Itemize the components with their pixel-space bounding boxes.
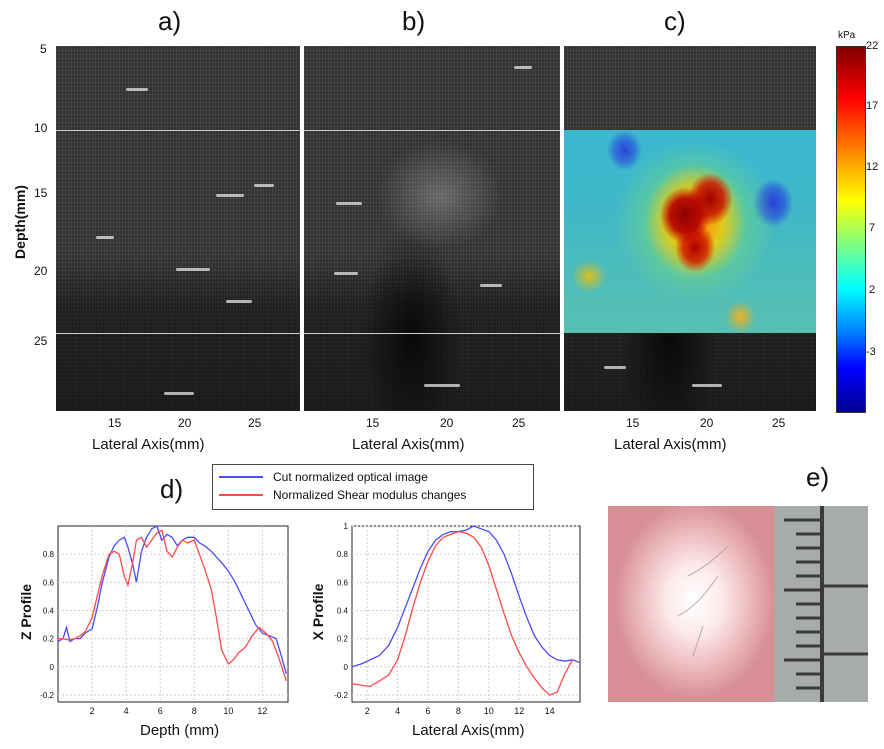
x-tick-label: 2	[365, 706, 370, 716]
b-xtick-25: 25	[512, 416, 526, 430]
optical-photo-ruler	[774, 506, 868, 702]
x-tick-label: 6	[425, 706, 430, 716]
legend-label-optical: Cut normalized optical image	[273, 470, 428, 484]
colorbar-tick-12: 12	[866, 161, 879, 173]
legend: Cut normalized optical image Normalized …	[212, 464, 534, 510]
top-ytick-5: 5	[40, 42, 47, 56]
x-tick-label: 12	[514, 706, 524, 716]
y-tick-label: 0.6	[337, 578, 349, 587]
z-profile-xlabel: Depth (mm)	[140, 722, 220, 739]
colorbar-tick-17: 17	[866, 100, 879, 112]
panel-label-b: b)	[402, 6, 426, 36]
y-tick-label: 0	[344, 663, 349, 672]
legend-entry-shear: Normalized Shear modulus changes	[213, 486, 533, 504]
y-tick-label: 0.4	[43, 606, 55, 615]
c-xtick-20: 20	[700, 416, 714, 430]
series-line-0	[351, 525, 581, 668]
x-tick-label: 6	[158, 706, 163, 716]
a-xlabel: Lateral Axis(mm)	[92, 436, 205, 453]
y-tick-label: 0.4	[337, 606, 349, 615]
top-ytick-15: 15	[34, 186, 48, 200]
z-profile-plot: 2 4 6 8 10 12 0.8 0.6 0.4 0.2 0 -0.2	[40, 525, 289, 716]
optical-photo-tissue	[608, 506, 774, 702]
ultrasound-image-a	[56, 46, 300, 411]
colorbar-tick-minus3: -3	[866, 346, 876, 358]
top-ytick-20: 20	[34, 264, 48, 278]
y-tick-label: -0.2	[334, 691, 348, 700]
x-profile-plot: 2 4 6 8 10 12 14 1 0.8 0.6 0.4 0.2 0 -0.2	[334, 522, 581, 716]
colorbar-tick-22: 22	[866, 40, 879, 52]
y-tick-label: 0.6	[43, 578, 55, 587]
y-tick-label: 0.8	[337, 550, 349, 559]
c-xtick-15: 15	[626, 416, 640, 430]
y-tick-label: -0.2	[40, 691, 54, 700]
a-xtick-20: 20	[178, 416, 192, 430]
y-tick-label: 0.8	[43, 550, 55, 559]
x-profile-xlabel: Lateral Axis(mm)	[412, 722, 525, 739]
legend-swatch-shear	[219, 494, 263, 496]
a-xtick-25: 25	[248, 416, 262, 430]
a-xtick-15: 15	[108, 416, 122, 430]
b-xlabel: Lateral Axis(mm)	[352, 436, 465, 453]
top-ylabel: Depth(mm)	[12, 185, 28, 259]
y-tick-label: 1	[344, 522, 349, 531]
colorbar	[836, 46, 866, 413]
x-tick-label: 8	[192, 706, 197, 716]
colorbar-unit: kPa	[838, 30, 856, 41]
y-tick-label: 0.2	[43, 635, 55, 644]
panel-label-c: c)	[664, 6, 686, 36]
panel-label-e: e)	[806, 462, 830, 492]
x-tick-label: 8	[456, 706, 461, 716]
legend-swatch-optical	[219, 476, 263, 478]
y-tick-label: 0	[50, 663, 55, 672]
legend-label-shear: Normalized Shear modulus changes	[273, 488, 467, 502]
x-tick-label: 10	[484, 706, 494, 716]
x-tick-label: 10	[223, 706, 233, 716]
x-profile-ylabel: X Profile	[310, 583, 326, 641]
x-tick-label: 4	[124, 706, 129, 716]
x-tick-label: 2	[90, 706, 95, 716]
legend-entry-optical: Cut normalized optical image	[213, 468, 533, 486]
series-line-0	[57, 525, 287, 674]
y-tick-label: 0.2	[337, 635, 349, 644]
ultrasound-image-b	[304, 46, 560, 411]
top-ytick-10: 10	[34, 121, 48, 135]
x-tick-label: 12	[257, 706, 267, 716]
shear-modulus-map	[564, 130, 816, 333]
panel-label-d: d)	[160, 474, 184, 504]
panel-label-a: a)	[158, 6, 182, 36]
b-xtick-20: 20	[440, 416, 454, 430]
series-line-1	[58, 529, 287, 682]
c-xlabel: Lateral Axis(mm)	[614, 436, 727, 453]
b-xtick-15: 15	[366, 416, 380, 430]
colorbar-tick-2: 2	[869, 284, 876, 296]
colorbar-tick-7: 7	[869, 222, 876, 234]
series-line-1	[351, 530, 573, 696]
top-ytick-25: 25	[34, 334, 48, 348]
x-tick-label: 14	[545, 706, 555, 716]
x-tick-label: 4	[395, 706, 400, 716]
c-xtick-25: 25	[772, 416, 786, 430]
plot-frame	[351, 525, 581, 703]
